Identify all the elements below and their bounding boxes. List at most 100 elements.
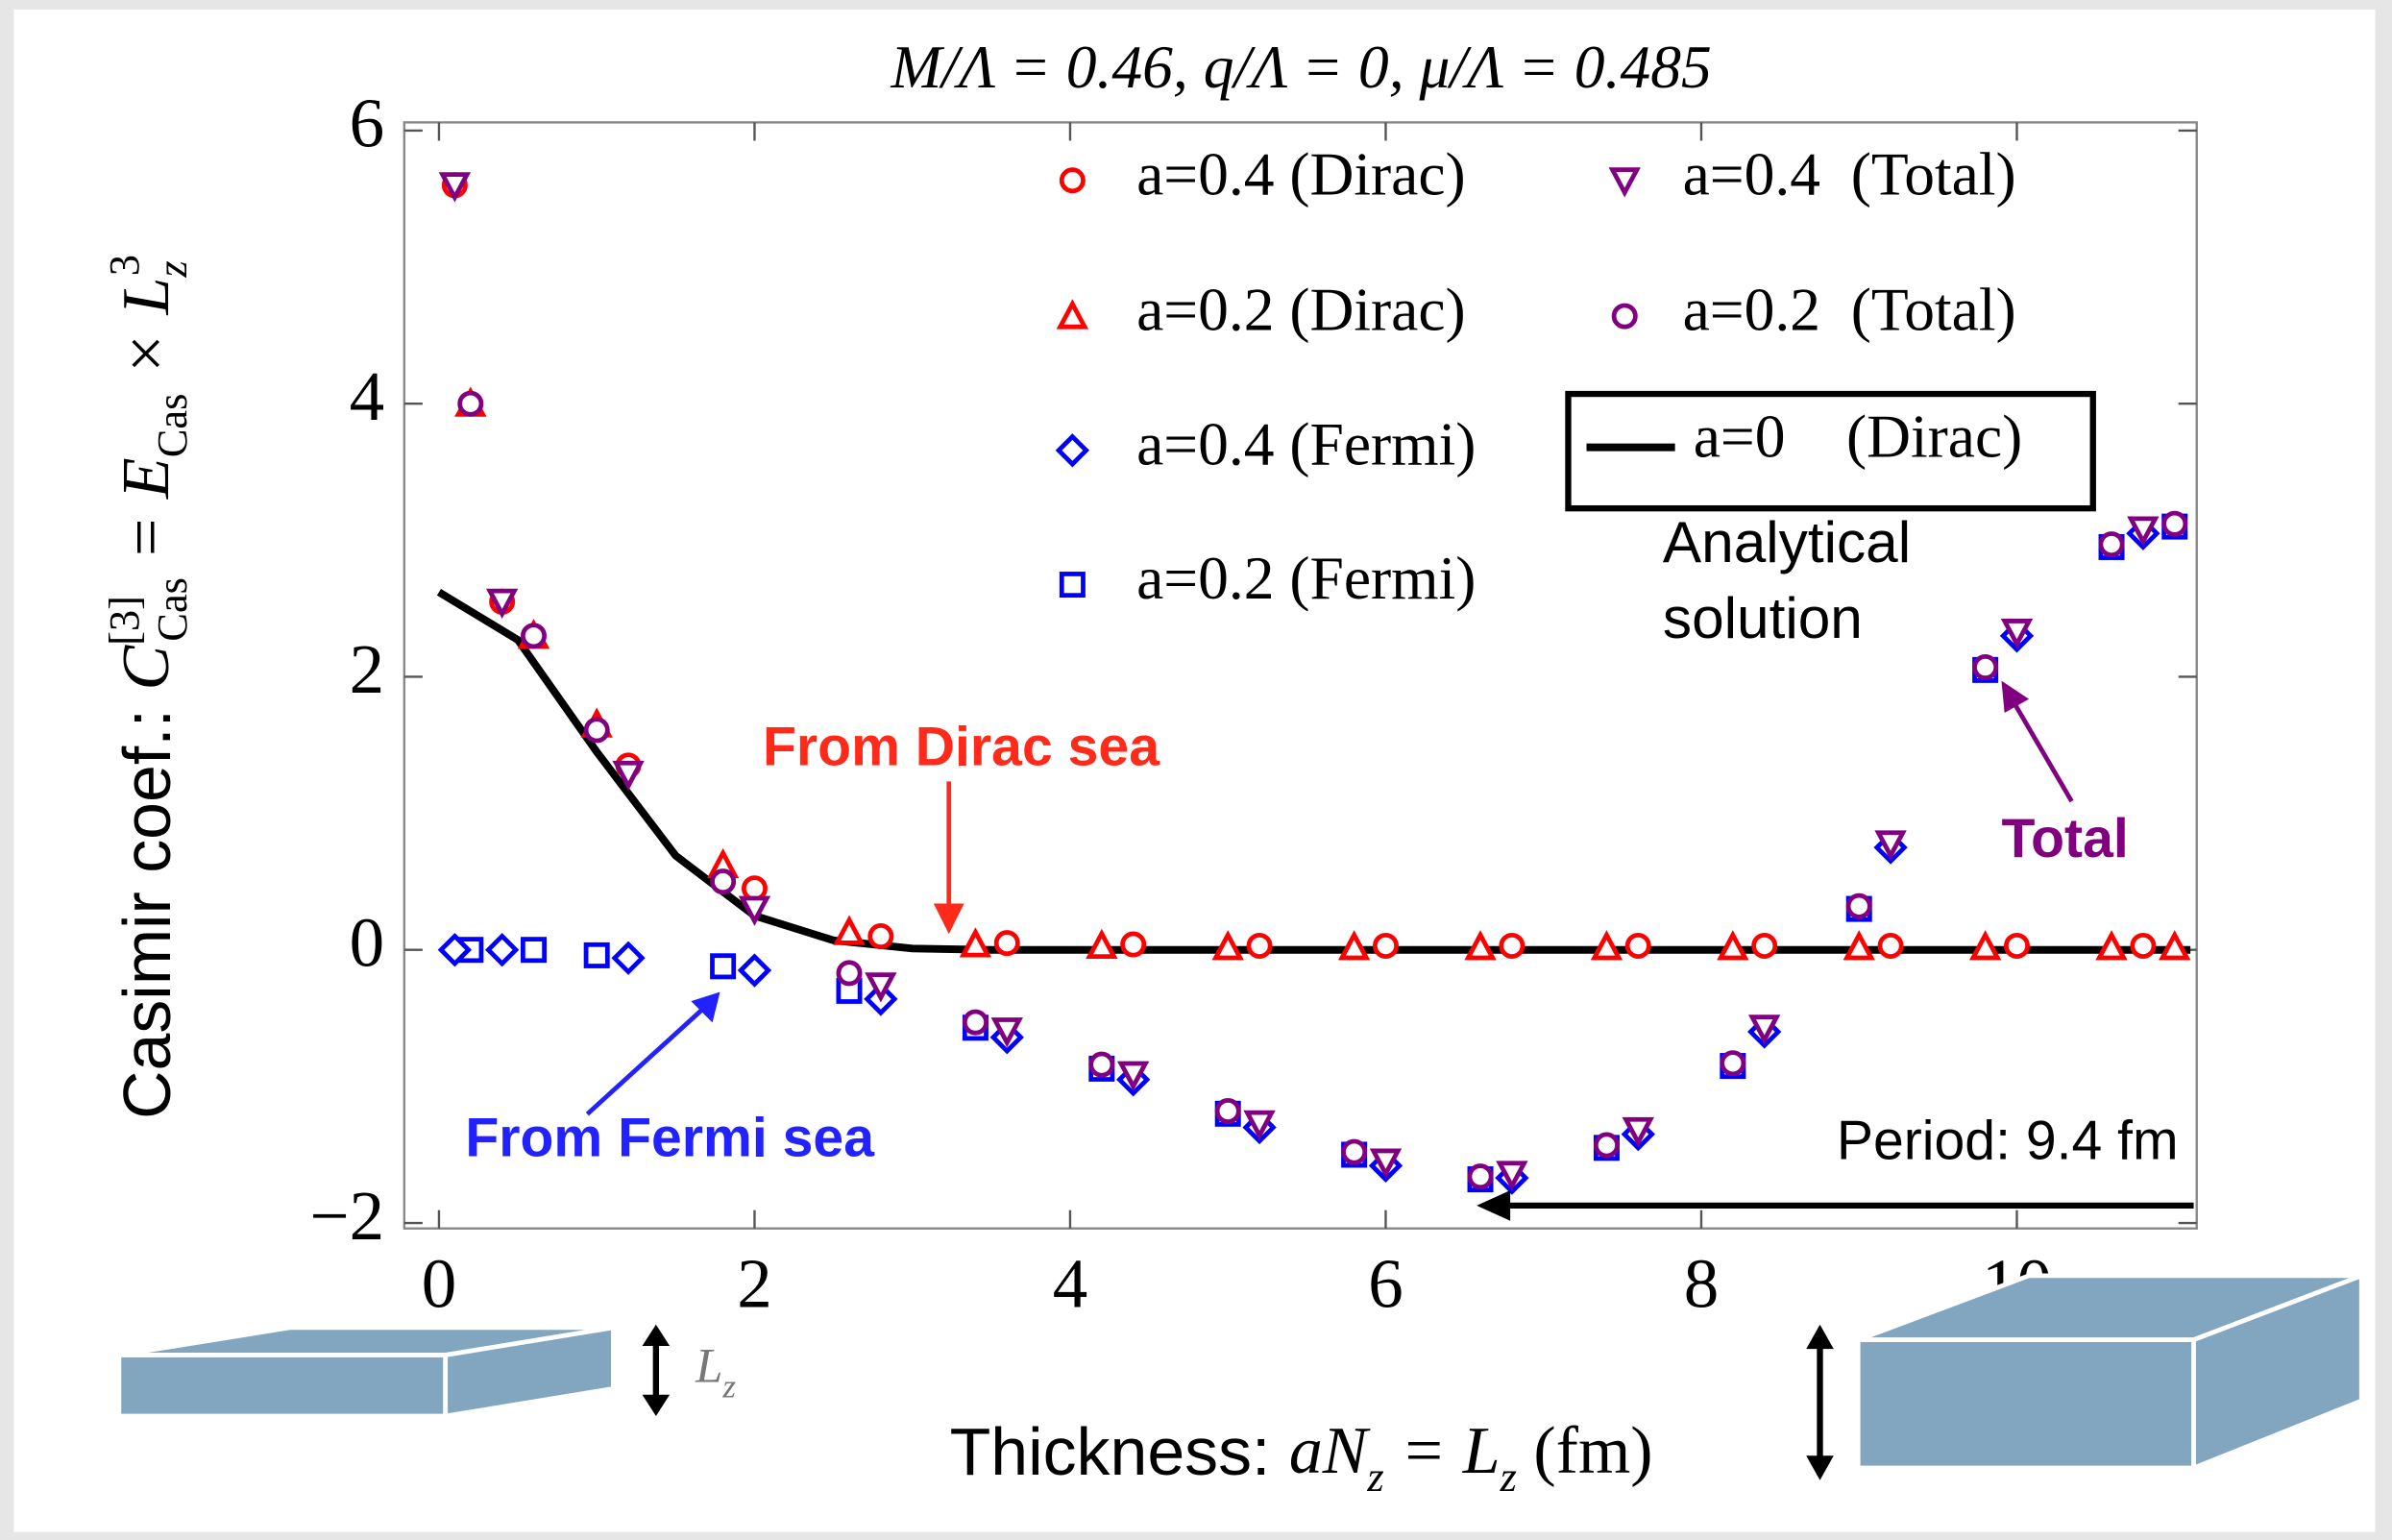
marker: [1748, 1014, 1781, 1045]
marker: [1211, 930, 1244, 961]
annotation: solution: [1663, 585, 1863, 650]
marker: [710, 953, 737, 980]
marker: [1214, 1097, 1241, 1124]
x-label-part: z: [1500, 1453, 1517, 1501]
label-bg: [1726, 1111, 2188, 1176]
marker: [485, 588, 519, 620]
marker: [437, 933, 473, 967]
marker: [1059, 167, 1086, 194]
marker: [710, 868, 737, 895]
marker: [741, 875, 768, 902]
marker: [1877, 932, 1904, 959]
annotation: Period: 9.4 fm: [1837, 1110, 2179, 1171]
thick-slab-arrow: [1806, 1324, 1834, 1480]
x-label-part: = L: [1384, 1414, 1501, 1488]
x-label-part: z: [1366, 1453, 1383, 1501]
marker: [2095, 930, 2128, 961]
y-label-part: Casimir coef.:: [110, 691, 184, 1119]
marker: [867, 923, 894, 950]
marker: [865, 972, 897, 1003]
marker: [1369, 1148, 1403, 1179]
marker: [833, 915, 866, 945]
marker: [1086, 928, 1118, 959]
y-label-part: C: [110, 645, 183, 691]
marker: [1499, 932, 1526, 959]
marker: [2127, 516, 2160, 547]
marker: [2159, 930, 2191, 961]
y-axis-label: Casimir coef.: C[3]Cas = ECas × Lz3: [100, 255, 196, 1119]
box-label: Lz: [695, 1338, 736, 1405]
annotation: Total: [2001, 808, 2128, 869]
y-label-part: Cas: [148, 394, 196, 458]
x-label-part: Thickness:: [950, 1414, 1289, 1489]
marker: [1088, 1051, 1115, 1078]
marker: [1243, 1110, 1276, 1141]
plot-frame: [403, 121, 2198, 1230]
legend-label: a=0.2 (Dirac): [1136, 276, 1466, 344]
arrowhead: [691, 991, 720, 1023]
marker: [738, 895, 771, 926]
legend-label: a=0.4 (Dirac): [1136, 139, 1466, 208]
marker: [1059, 572, 1086, 599]
x-label-part: (fm): [1517, 1414, 1653, 1488]
arrow: [585, 1005, 707, 1116]
marker: [1116, 1061, 1150, 1091]
y-tick-label: 0: [350, 904, 385, 982]
marker: [1246, 932, 1273, 959]
marker: [2161, 510, 2188, 537]
marker: [1611, 303, 1638, 330]
y-label-part: = E: [110, 457, 183, 577]
legend-label: a=0.4 (Fermi): [1136, 409, 1476, 477]
marker: [2098, 531, 2125, 558]
marker: [1845, 892, 1872, 919]
arrowhead: [933, 903, 964, 935]
marker: [1120, 931, 1147, 958]
annotation: From Dirac sea: [763, 717, 1160, 778]
marker: [2000, 619, 2034, 649]
thin-slab-arrow: [642, 1324, 671, 1417]
x-tick-label: 6: [1368, 1245, 1403, 1323]
card: [13, 9, 2376, 1532]
legend-label: a=0.2 (Fermi): [1136, 544, 1476, 612]
marker: [484, 933, 520, 967]
marker: [2130, 932, 2157, 959]
y-tick-label: 6: [350, 85, 385, 162]
marker: [1972, 654, 1999, 681]
marker: [962, 1009, 989, 1036]
marker: [611, 941, 646, 975]
marker: [1624, 932, 1651, 959]
marker: [1055, 433, 1090, 468]
marker: [1464, 930, 1497, 961]
legend-label: a=0 (Dirac): [1694, 402, 2023, 470]
y-tick-label: −2: [309, 1177, 384, 1255]
marker: [1337, 930, 1371, 961]
y-label-part: z: [148, 260, 196, 278]
marker: [737, 953, 772, 988]
arrowhead: [2001, 680, 2030, 713]
marker: [583, 941, 610, 968]
marker: [1496, 1161, 1528, 1191]
y-label-part: × L: [110, 278, 183, 394]
marker: [959, 927, 992, 958]
legend: a=0.4 (Dirac) a=0.2 (Dirac) a=0.4 (Fermi) a…: [1055, 139, 2023, 612]
legend-label: a=0.2 (Total): [1683, 276, 2016, 344]
arrowhead: [1477, 1189, 1511, 1221]
marker: [990, 1017, 1023, 1048]
annotation: Analytical: [1663, 509, 1911, 574]
chart-title: M/Λ = 0.46, q/Λ = 0, μ/Λ = 0.485: [890, 33, 1711, 101]
x-tick-label: 0: [422, 1245, 457, 1323]
marker: [438, 172, 472, 203]
marker: [1622, 1116, 1654, 1148]
x-tick-label: 4: [1053, 1245, 1088, 1323]
x-axis-label: Thickness: aNz = Lz (fm): [950, 1414, 1653, 1501]
marker: [1968, 930, 2002, 961]
marker: [1720, 1050, 1746, 1077]
marker: [1843, 930, 1875, 961]
y-label-part: 3: [100, 255, 148, 276]
marker: [1341, 1138, 1368, 1165]
legend-label: a=0.4 (Total): [1683, 139, 2016, 208]
marker: [1608, 167, 1641, 198]
y-label-part: Cas: [148, 577, 196, 642]
